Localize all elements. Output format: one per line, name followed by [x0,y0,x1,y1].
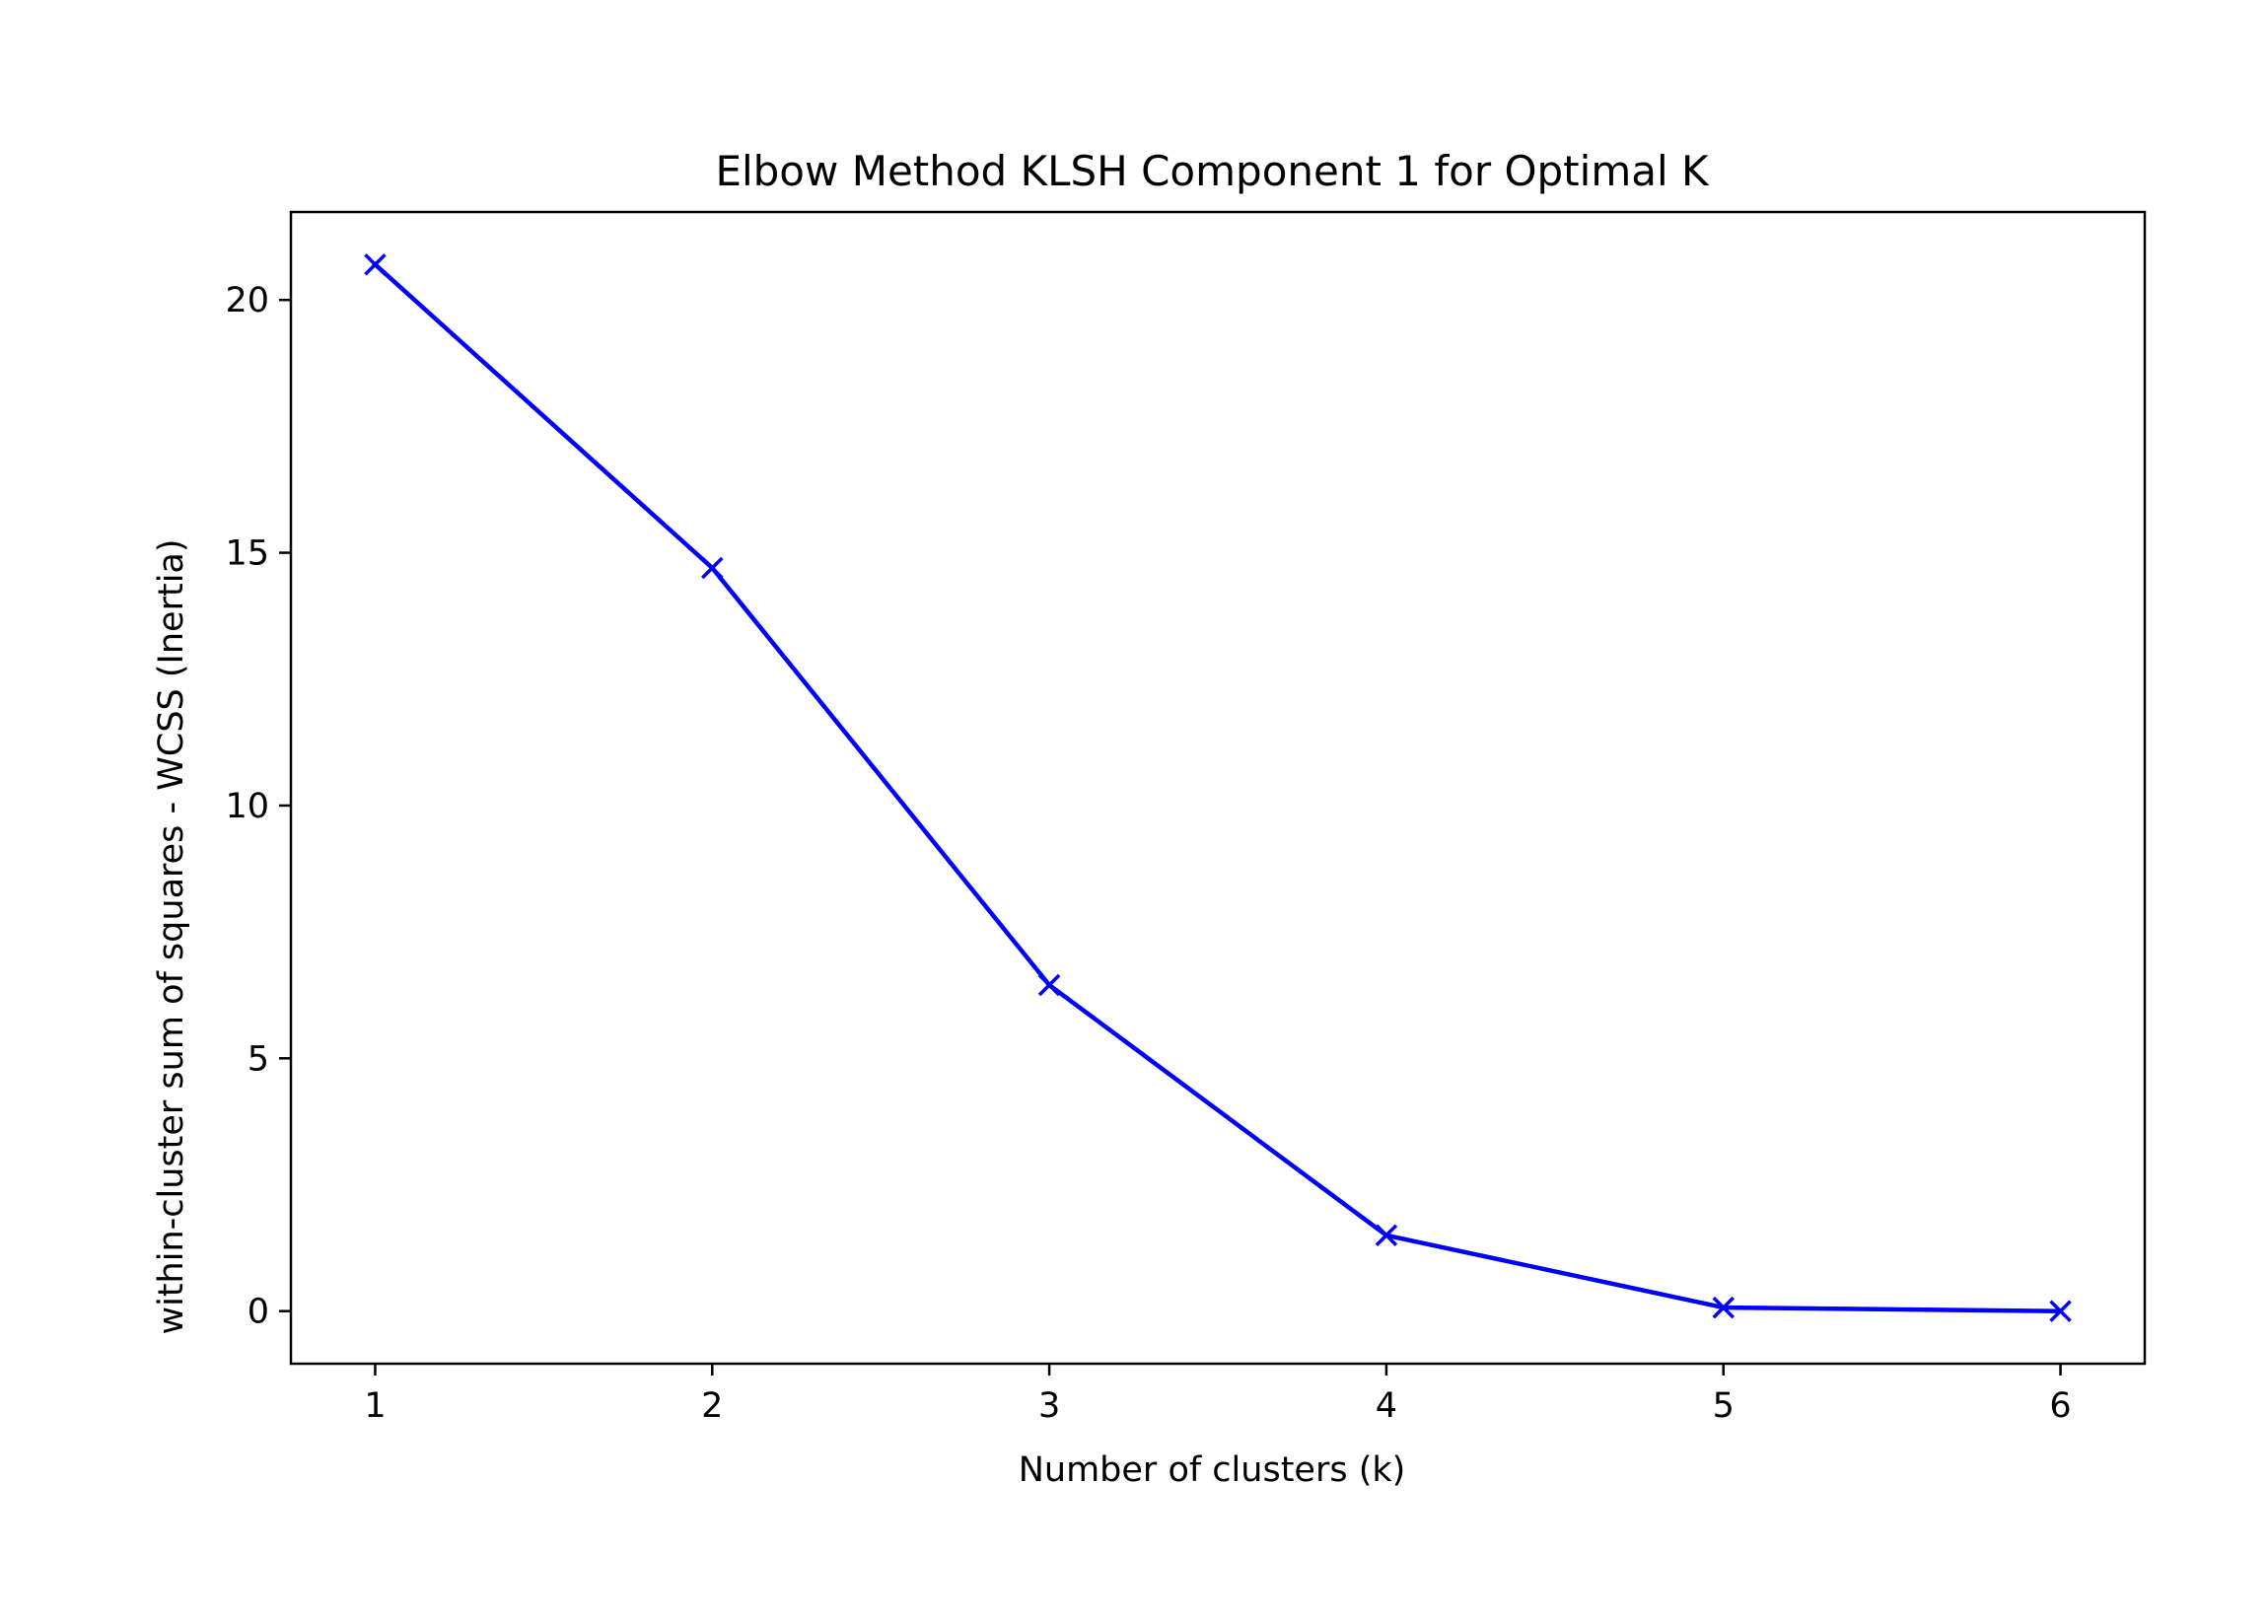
data-point-marker [1712,1296,1735,1319]
data-point-marker [701,556,724,580]
y-tick-label: 10 [225,787,269,826]
y-axis-ticks: 0 5 10 15 20 [225,281,291,1332]
x-tick-label: 2 [701,1386,723,1426]
data-point-marker [1037,973,1061,997]
data-point-marker [1375,1224,1398,1247]
x-tick-label: 3 [1038,1386,1060,1426]
x-tick-label: 4 [1376,1386,1397,1426]
series-markers [364,253,2072,1322]
data-point-marker [364,253,387,276]
x-tick-label: 6 [2049,1386,2071,1426]
series-line [372,261,2063,1313]
y-tick-label: 5 [248,1039,269,1079]
x-tick-label: 5 [1713,1386,1735,1426]
y-tick-label: 0 [248,1293,269,1332]
y-tick-label: 20 [225,281,269,320]
axes-frame [289,210,2147,1366]
y-axis-label: within-cluster sum of squares - WCSS (In… [152,538,191,1334]
y-tick-label: 15 [225,534,269,574]
chart-title: Elbow Method KLSH Component 1 for Optima… [715,147,1710,195]
plot-area [364,253,2072,1322]
data-point-marker [2049,1300,2072,1322]
x-axis-ticks: 1 2 3 4 5 6 [364,1364,2072,1426]
x-axis-label: Number of clusters (k) [1019,1450,1406,1490]
x-tick-label: 1 [364,1386,386,1426]
